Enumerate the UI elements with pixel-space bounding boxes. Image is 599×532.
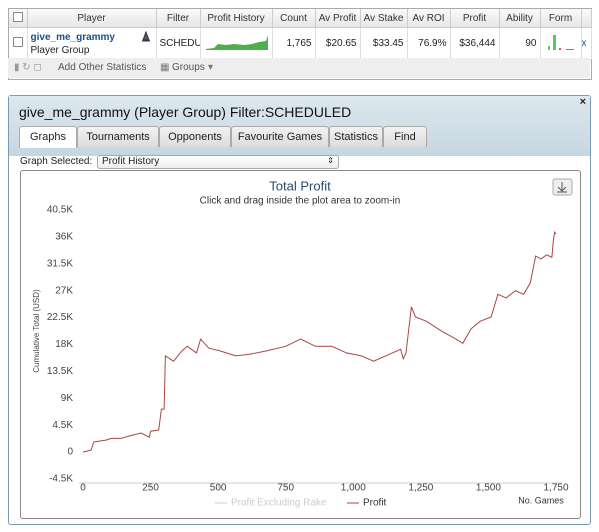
- count: 1,765: [272, 27, 316, 60]
- graph-select-value: Profit History: [102, 156, 160, 167]
- toolbar-icons[interactable]: ▮ ↻ ◻: [14, 62, 42, 73]
- y-tick-label: 18K: [55, 339, 73, 350]
- groups-button[interactable]: Groups: [172, 62, 205, 73]
- filter: SCHEDUl: [156, 27, 201, 60]
- y-tick-label: 22.5K: [47, 312, 73, 323]
- x-tick-label: 0: [80, 483, 86, 494]
- x-tick-label: 750: [277, 483, 294, 494]
- legend-item[interactable]: Profit Excluding Rake: [231, 498, 327, 509]
- y-tick-label: 31.5K: [47, 258, 73, 269]
- header[interactable]: Count: [272, 9, 316, 28]
- y-tick-label: 27K: [55, 285, 73, 296]
- groups-arrow: ▾: [208, 62, 214, 73]
- header[interactable]: Ability: [499, 9, 541, 28]
- header[interactable]: Av Profit: [315, 9, 361, 28]
- header[interactable]: Profit: [450, 9, 500, 28]
- header-end: [581, 9, 592, 28]
- form: [540, 27, 582, 60]
- y-axis-label: Cumulative Total (USD): [32, 289, 41, 373]
- chart-group: Total Profit Click and drag inside the p…: [32, 178, 573, 509]
- y-tick-label: 4.5K: [52, 420, 73, 431]
- header[interactable]: Profit History: [200, 9, 273, 28]
- chart-subtitle: Click and drag inside the plot area to z…: [200, 196, 401, 207]
- chart: Total Profit Click and drag inside the p…: [20, 170, 581, 519]
- sparkline: [200, 27, 273, 60]
- close-button[interactable]: ×: [579, 96, 586, 108]
- header[interactable]: Form: [540, 9, 582, 28]
- sparkline-chart: [205, 35, 268, 50]
- toolbar: ▮ ↻ ◻ Add Other Statistics ▦ Groups ▾: [8, 58, 590, 78]
- x-tick-label: 250: [142, 483, 159, 494]
- tab[interactable]: Opponents: [159, 126, 231, 147]
- av-profit: $20.65: [315, 27, 361, 60]
- x-tick-label: 1,250: [408, 483, 433, 494]
- chart-title: Total Profit: [269, 178, 331, 193]
- header[interactable]: Filter: [156, 9, 201, 28]
- graph-label: Graph Selected:: [20, 156, 93, 167]
- add-statistics[interactable]: Add Other Statistics: [58, 62, 147, 73]
- y-tick-label: 0: [67, 447, 73, 458]
- tab[interactable]: Graphs: [19, 126, 77, 148]
- panel-header: give_me_grammy (Player Group) Filter:SCH…: [9, 96, 590, 156]
- ability: 90: [499, 27, 541, 60]
- panel-title: give_me_grammy (Player Group) Filter:SCH…: [19, 104, 352, 120]
- select-arrow: ⇕: [327, 156, 334, 165]
- header[interactable]: Av Stake: [360, 9, 408, 28]
- legend-item[interactable]: Profit: [363, 498, 387, 509]
- player-type: Player Group: [30, 44, 90, 56]
- av-stake: $33.45: [360, 27, 408, 60]
- table: Player Filter Profit History Count Av Pr…: [9, 9, 592, 60]
- form-chart: [547, 35, 574, 50]
- y-tick-label: -4.5K: [49, 474, 73, 485]
- export-icon: [557, 182, 567, 193]
- player-cell: give_me_grammy Player Group: [27, 27, 157, 60]
- player-panel: give_me_grammy (Player Group) Filter:SCH…: [8, 95, 591, 525]
- y-tick-label: 40.5K: [47, 205, 73, 216]
- x-tick-label: 500: [210, 483, 227, 494]
- profit-line: [82, 230, 557, 453]
- x-tick-label: 1,750: [543, 483, 568, 494]
- header[interactable]: Av ROI: [407, 9, 451, 28]
- y-tick-label: 9K: [61, 393, 74, 404]
- tab[interactable]: Find: [383, 126, 427, 147]
- x-tick-label: 1,500: [476, 483, 501, 494]
- y-tick-label: 36K: [55, 232, 73, 243]
- close[interactable]: x: [581, 27, 592, 60]
- tab[interactable]: Tournaments: [77, 126, 159, 147]
- player-name[interactable]: give_me_grammy: [30, 31, 116, 43]
- x-axis-label: No. Games: [518, 495, 564, 505]
- checkbox[interactable]: [9, 9, 28, 28]
- checkbox[interactable]: [9, 27, 28, 60]
- av-roi: 76.9%: [407, 27, 451, 60]
- graph-select[interactable]: Profit History ⇕: [97, 155, 339, 169]
- group-icon: [141, 31, 150, 42]
- x-tick-label: 1,000: [341, 483, 366, 494]
- profit: $36,444: [450, 27, 500, 60]
- stats-table: Player Filter Profit History Count Av Pr…: [8, 8, 592, 80]
- tab[interactable]: Statistics: [329, 126, 383, 147]
- tab[interactable]: Favourite Games: [231, 126, 329, 147]
- y-tick-label: 13.5K: [47, 366, 73, 377]
- header[interactable]: Player: [27, 9, 157, 28]
- groups-icon: ▦: [160, 62, 170, 73]
